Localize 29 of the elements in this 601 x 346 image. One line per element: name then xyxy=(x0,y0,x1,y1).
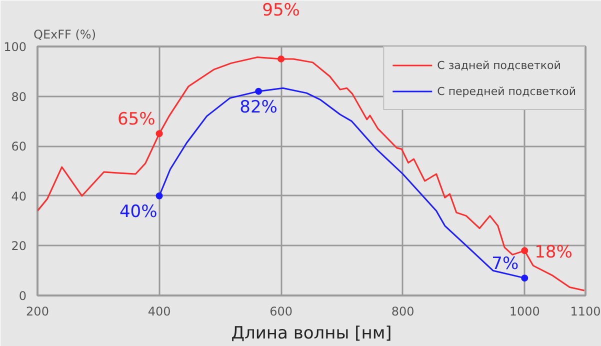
point xyxy=(521,247,528,254)
y-tick-label: 40 xyxy=(11,189,27,204)
point xyxy=(278,55,285,62)
y-tick-label: 20 xyxy=(11,239,27,254)
legend-label: С задней подсветкой xyxy=(437,58,561,72)
x-tick-label: 400 xyxy=(148,304,171,318)
y-tick-label: 60 xyxy=(11,140,27,154)
annotation: 18% xyxy=(534,242,572,263)
annotation: 82% xyxy=(240,97,278,118)
annotation: 40% xyxy=(119,202,158,222)
point xyxy=(255,88,262,95)
y-tick-label: 0 xyxy=(18,289,27,303)
point xyxy=(156,192,163,200)
y-tick-label: 100 xyxy=(4,40,26,54)
x-tick-label: 1000 xyxy=(509,304,540,318)
y-tick-label: 80 xyxy=(11,90,27,104)
annotation: 65% xyxy=(117,110,156,130)
point xyxy=(521,274,528,282)
x-tick-label: 200 xyxy=(26,304,49,318)
y-axis-title: QExFF (%) xyxy=(34,28,96,42)
line-series xyxy=(38,55,586,292)
point xyxy=(156,130,163,138)
x-tick-label: 1100 xyxy=(570,304,601,318)
legend-label: С передней подсветкой xyxy=(437,84,576,98)
annotation: 7% xyxy=(492,254,519,274)
x-tick-label: 800 xyxy=(391,304,414,318)
x-tick-label: 600 xyxy=(270,304,293,318)
annotation: 95% xyxy=(262,0,300,20)
x-axis-title: Длина волны [нм] xyxy=(231,324,392,344)
